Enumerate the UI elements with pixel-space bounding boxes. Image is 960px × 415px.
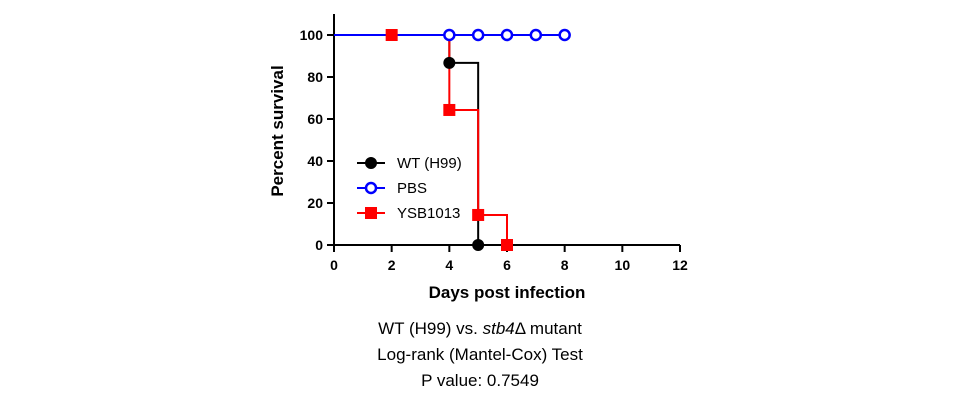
legend-swatch-marker — [365, 157, 377, 169]
x-tick-label: 10 — [615, 257, 631, 273]
series-1-point — [529, 28, 543, 42]
y-tick-label: 0 — [315, 237, 323, 253]
x-tick-label: 2 — [388, 257, 396, 273]
series-layer — [334, 28, 571, 251]
legend-swatch-marker — [365, 207, 377, 219]
caption-p-value: P value: 0.7549 — [421, 371, 539, 390]
caption-comparison-suffix: Δ mutant — [514, 319, 582, 338]
series-1-point — [443, 28, 456, 42]
y-tick-label: 100 — [300, 27, 324, 43]
series-1-point — [471, 28, 485, 42]
series-1-point — [558, 28, 571, 42]
y-tick-label: 80 — [307, 69, 323, 85]
x-tick-label: 8 — [561, 257, 569, 273]
y-tick-label: 60 — [307, 111, 323, 127]
series-2-point — [501, 239, 513, 251]
x-tick-label: 6 — [503, 257, 511, 273]
x-tick-label: 4 — [445, 257, 453, 273]
x-tick-label: 12 — [672, 257, 688, 273]
series-2-point — [472, 208, 485, 221]
legend-swatch-marker — [364, 181, 378, 195]
legend: WT (H99) PBS YSB1013 — [357, 155, 462, 222]
y-tick-label: 40 — [307, 153, 323, 169]
legend-label: YSB1013 — [397, 205, 460, 222]
y-tick-label: 20 — [307, 195, 323, 211]
caption-test-name: Log-rank (Mantel-Cox) Test — [377, 345, 583, 364]
axes: 0 20 40 60 80 100 0 2 4 6 8 10 12 — [300, 14, 688, 273]
caption-comparison-prefix: WT (H99) vs. — [378, 319, 483, 338]
series-1-point — [500, 28, 514, 42]
legend-label: PBS — [397, 180, 427, 197]
legend-label: WT (H99) — [397, 155, 462, 172]
x-tick-label: 0 — [330, 257, 338, 273]
caption-line-1: WT (H99) vs. stb4Δ mutant — [280, 318, 680, 340]
series-0-point — [472, 239, 485, 251]
caption-mutant-gene: stb4 — [482, 319, 515, 338]
series-2-point — [385, 29, 398, 41]
y-axis-title: Percent survival — [268, 65, 287, 196]
x-axis-title: Days post infection — [429, 283, 586, 302]
series-0-point — [443, 56, 456, 69]
series-2-point — [443, 103, 456, 116]
survival-chart: 0 20 40 60 80 100 0 2 4 6 8 10 12 WT (H99) PBS YSB1013… — [268, 14, 688, 302]
